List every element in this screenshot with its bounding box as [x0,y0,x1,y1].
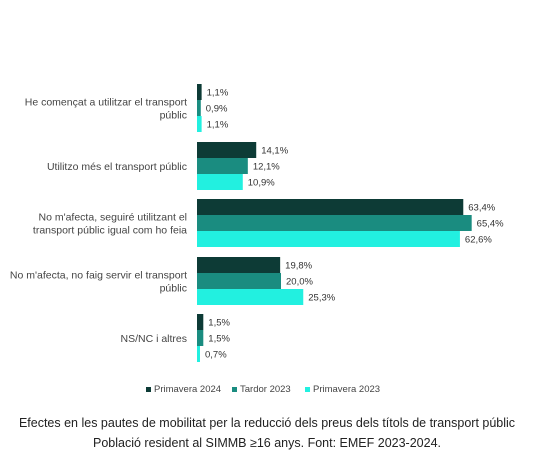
data-label: 12,1% [253,162,280,173]
bar [197,257,281,273]
legend-swatch [232,387,237,392]
data-label: 1,5% [208,318,230,329]
data-label: 65,4% [477,219,504,230]
chart-caption-source: Població resident al SIMMB ≥16 anys. Fon… [92,436,441,450]
bar [197,314,204,330]
bar [197,199,464,215]
bar [197,116,202,132]
legend-swatch [146,387,151,392]
category-label: No m'afecta, no faig servir el transport… [10,270,187,295]
data-label: 1,1% [207,88,229,99]
bar [197,100,201,116]
bar [197,84,202,100]
bar [197,158,248,174]
bar [197,273,281,289]
category-label: Utilitzo més el transport públic [47,161,187,173]
data-label: 20,0% [286,277,313,288]
legend-label: Tardor 2023 [240,384,291,395]
data-label: 0,9% [206,104,228,115]
data-label: 25,3% [308,293,335,304]
bar [197,142,257,158]
bar [197,174,243,190]
chart-caption-title: Efectes en les pautes de mobilitat per l… [18,416,516,430]
bar [197,346,200,362]
bar-chart: He començat a utilitzar el transport públ… [10,84,504,395]
data-label: 1,5% [208,334,230,345]
legend-label: Primavera 2023 [313,384,380,395]
data-label: 19,8% [285,261,312,272]
legend-swatch [305,387,310,392]
data-label: 63,4% [468,203,495,214]
data-label: 14,1% [261,146,288,157]
bar [197,231,460,247]
bar [197,289,304,305]
data-label: 0,7% [205,350,227,361]
category-label: No m'afecta, seguiré utilitzant el transp… [33,212,187,237]
legend-label: Primavera 2024 [154,384,221,395]
data-label: 62,6% [465,235,492,246]
data-label: 1,1% [207,120,229,131]
bar [197,215,472,231]
category-label: NS/NC i altres [120,333,187,345]
category-label: He començat a utilitzar el transport públ… [25,97,187,122]
data-label: 10,9% [248,178,275,189]
bar [197,330,204,346]
